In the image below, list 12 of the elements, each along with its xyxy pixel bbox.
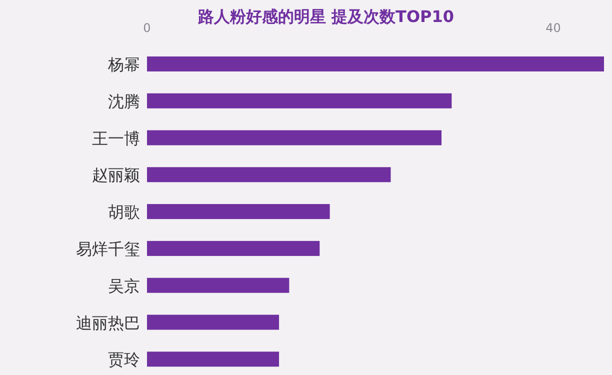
y-tick-label: 沈腾: [108, 92, 140, 111]
y-tick-label: 吴京: [108, 276, 140, 296]
y-tick-label: 杨幂: [107, 54, 140, 74]
y-tick-label: 王一博: [92, 128, 140, 148]
y-tick-label: 迪丽热巴: [76, 313, 140, 332]
y-tick-label: 贾玲: [108, 350, 140, 370]
y-tick-label: 赵丽颖: [92, 166, 140, 185]
y-tick-label: 胡歌: [108, 202, 140, 222]
x-tick-label: 40: [546, 21, 561, 35]
x-tick-label: 0: [143, 21, 151, 35]
chart-title: 路人粉好感的明星 提及次数TOP10: [196, 7, 454, 26]
y-tick-label: 易烊千玺: [76, 239, 140, 258]
